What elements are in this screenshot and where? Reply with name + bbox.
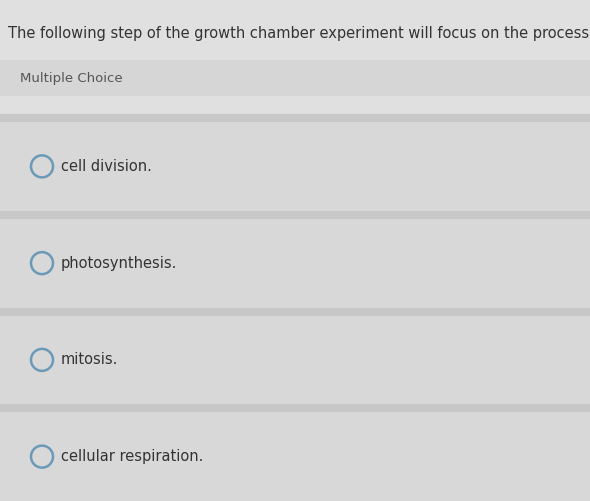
Text: photosynthesis.: photosynthesis.: [61, 256, 178, 271]
Bar: [0, 211, 590, 219]
Bar: [0, 0, 590, 60]
Text: Multiple Choice: Multiple Choice: [20, 72, 123, 85]
Text: cellular respiration.: cellular respiration.: [61, 449, 204, 464]
Bar: [0, 114, 590, 122]
Text: The following step of the growth chamber experiment will focus on the process of: The following step of the growth chamber…: [8, 26, 590, 41]
Bar: [0, 96, 590, 114]
Bar: [0, 412, 590, 501]
Bar: [0, 122, 590, 211]
Bar: [0, 60, 590, 96]
Text: mitosis.: mitosis.: [61, 352, 119, 367]
Bar: [0, 219, 590, 308]
Bar: [0, 308, 590, 316]
Bar: [0, 404, 590, 412]
Text: cell division.: cell division.: [61, 159, 152, 174]
Bar: [0, 316, 590, 404]
